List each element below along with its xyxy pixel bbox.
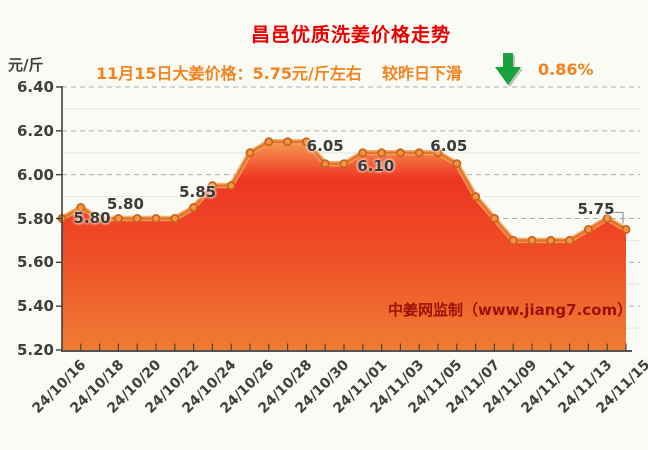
- y-axis-unit-label: 元/斤: [8, 56, 44, 74]
- y-tick-label: 5.40: [16, 297, 54, 316]
- data-point: [452, 159, 462, 169]
- y-tick-label: 5.60: [16, 253, 54, 272]
- data-point: [301, 137, 311, 147]
- data-point: [264, 137, 274, 147]
- y-tick-label: 6.00: [16, 165, 54, 184]
- data-point: [602, 213, 612, 223]
- data-point: [414, 148, 424, 158]
- data-point: [433, 148, 443, 158]
- data-point: [527, 235, 537, 245]
- point-value-label: 6.10: [357, 156, 395, 175]
- subtitle-trend-value: 0.86%: [538, 60, 594, 79]
- data-point: [207, 181, 217, 191]
- subtitle-price-text: 11月15日大姜价格：5.75元/斤左右: [96, 64, 362, 83]
- data-point: [95, 213, 105, 223]
- data-point: [320, 159, 330, 169]
- watermark: 中姜网监制（www.jiang7.com）: [388, 301, 633, 319]
- data-point: [226, 181, 236, 191]
- y-tick-label: 5.20: [16, 341, 54, 359]
- point-value-label: 5.75: [577, 200, 615, 219]
- subtitle-trend-label: 较昨日下滑: [382, 64, 463, 83]
- data-point: [339, 159, 349, 169]
- data-point: [113, 213, 123, 223]
- data-point: [151, 213, 161, 223]
- chart-title: 昌邑优质洗姜价格走势: [250, 24, 451, 46]
- data-point: [471, 192, 481, 202]
- data-point: [189, 203, 199, 213]
- data-point: [508, 235, 518, 245]
- point-value-label: 5.85: [179, 182, 217, 201]
- data-point: [489, 213, 499, 223]
- point-value-label: 5.80: [73, 208, 111, 227]
- data-point: [377, 148, 387, 158]
- data-point: [358, 148, 368, 158]
- point-value-label: 6.05: [430, 136, 468, 155]
- y-tick-label: 6.40: [16, 78, 54, 96]
- data-point: [132, 213, 142, 223]
- chart-subtitle: 11月15日大姜价格：5.75元/斤左右 较昨日下滑 0.86%: [0, 53, 648, 90]
- data-point: [583, 224, 593, 234]
- data-point: [565, 235, 575, 245]
- data-point: [395, 148, 405, 158]
- point-value-label: 6.05: [306, 136, 344, 155]
- y-tick-label: 6.20: [16, 121, 54, 140]
- data-point: [621, 224, 631, 234]
- data-point: [170, 213, 180, 223]
- data-point: [283, 137, 293, 147]
- data-point: [76, 203, 86, 213]
- point-value-label: 5.80: [106, 194, 144, 213]
- data-point: [546, 235, 556, 245]
- data-point: [245, 148, 255, 158]
- y-tick-label: 5.80: [16, 209, 54, 228]
- arrow-down-icon: [493, 52, 523, 88]
